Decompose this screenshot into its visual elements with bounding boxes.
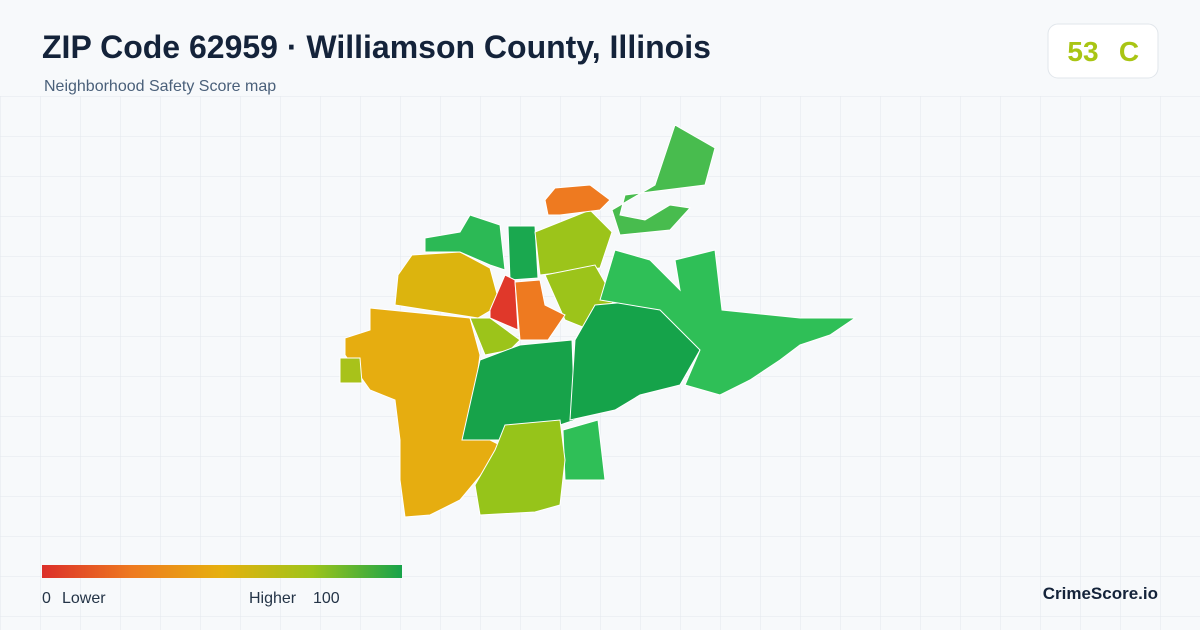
region	[534, 209, 613, 276]
region	[474, 419, 566, 516]
legend-min-label: Lower	[62, 590, 106, 607]
region	[507, 225, 539, 281]
score-grade: C	[1119, 36, 1139, 67]
legend-bar	[42, 565, 402, 578]
region	[599, 249, 857, 396]
title: ZIP Code 62959 · Williamson County, Illi…	[42, 29, 711, 65]
legend-min: 0	[42, 590, 51, 607]
region	[514, 279, 566, 341]
brand: CrimeScore.io	[1043, 584, 1158, 603]
region	[394, 251, 501, 319]
region	[544, 184, 611, 216]
region	[469, 317, 521, 356]
subtitle: Neighborhood Safety Score map	[44, 78, 276, 95]
score-value: 53	[1067, 36, 1098, 67]
score-badge	[1047, 23, 1159, 79]
legend-max-label: Higher	[249, 590, 297, 607]
region	[339, 357, 363, 384]
region	[562, 419, 606, 481]
map	[339, 124, 857, 518]
region	[611, 124, 716, 236]
legend-max: 100	[313, 590, 340, 607]
region	[424, 214, 506, 271]
